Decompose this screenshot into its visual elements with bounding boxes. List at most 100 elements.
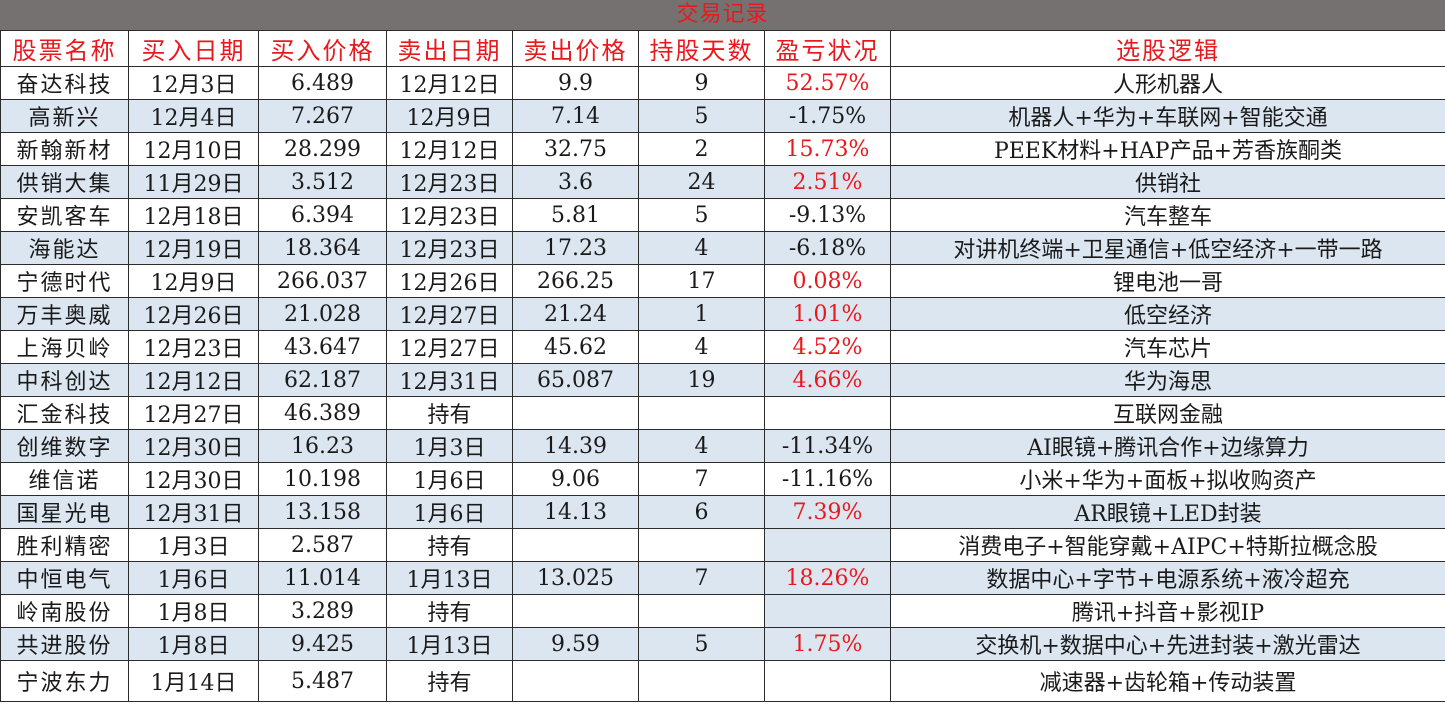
cell-pnl[interactable]: 1.01%	[764, 297, 891, 331]
cell-stock-name[interactable]: 创维数字	[0, 429, 129, 463]
cell-selection-logic[interactable]: 汽车芯片	[890, 330, 1445, 364]
cell-pnl[interactable]: 1.75%	[764, 627, 891, 661]
cell-pnl[interactable]: -11.16%	[764, 462, 891, 496]
cell-buy-price[interactable]: 2.587	[258, 528, 387, 562]
cell-buy-price[interactable]: 10.198	[258, 462, 387, 496]
cell-stock-name[interactable]: 高新兴	[0, 99, 129, 133]
cell-sell-price[interactable]: 9.9	[512, 66, 639, 100]
cell-sell-date[interactable]: 12月23日	[386, 198, 513, 232]
cell-buy-date[interactable]: 1月8日	[128, 627, 259, 661]
cell-stock-name[interactable]: 海能达	[0, 231, 129, 265]
cell-pnl[interactable]	[764, 660, 891, 702]
cell-sell-date[interactable]: 12月31日	[386, 363, 513, 397]
cell-sell-date[interactable]: 12月26日	[386, 264, 513, 298]
cell-sell-price[interactable]	[512, 594, 639, 628]
cell-sell-price[interactable]: 9.59	[512, 627, 639, 661]
cell-stock-name[interactable]: 中科创达	[0, 363, 129, 397]
cell-holding-days[interactable]: 17	[638, 264, 765, 298]
cell-buy-price[interactable]: 6.394	[258, 198, 387, 232]
cell-sell-date[interactable]: 1月3日	[386, 429, 513, 463]
cell-holding-days[interactable]: 2	[638, 132, 765, 166]
cell-pnl[interactable]: 15.73%	[764, 132, 891, 166]
cell-selection-logic[interactable]: 锂电池一哥	[890, 264, 1445, 298]
cell-buy-price[interactable]: 28.299	[258, 132, 387, 166]
cell-holding-days[interactable]: 4	[638, 330, 765, 364]
cell-sell-price[interactable]: 3.6	[512, 165, 639, 199]
cell-holding-days[interactable]	[638, 528, 765, 562]
cell-pnl[interactable]: -6.18%	[764, 231, 891, 265]
cell-stock-name[interactable]: 岭南股份	[0, 594, 129, 628]
cell-holding-days[interactable]: 4	[638, 429, 765, 463]
cell-sell-date[interactable]: 12月12日	[386, 132, 513, 166]
cell-holding-days[interactable]: 7	[638, 462, 765, 496]
cell-sell-price[interactable]: 5.81	[512, 198, 639, 232]
cell-buy-date[interactable]: 12月30日	[128, 462, 259, 496]
cell-buy-date[interactable]: 12月4日	[128, 99, 259, 133]
cell-selection-logic[interactable]: 消费电子+智能穿戴+AIPC+特斯拉概念股	[890, 528, 1445, 562]
cell-selection-logic[interactable]: PEEK材料+HAP产品+芳香族酮类	[890, 132, 1445, 166]
cell-stock-name[interactable]: 新翰新材	[0, 132, 129, 166]
cell-sell-date[interactable]: 1月6日	[386, 495, 513, 529]
cell-sell-price[interactable]: 17.23	[512, 231, 639, 265]
cell-stock-name[interactable]: 安凯客车	[0, 198, 129, 232]
cell-selection-logic[interactable]: 机器人+华为+车联网+智能交通	[890, 99, 1445, 133]
cell-stock-name[interactable]: 胜利精密	[0, 528, 129, 562]
cell-buy-date[interactable]: 1月3日	[128, 528, 259, 562]
cell-pnl[interactable]	[764, 594, 891, 628]
cell-pnl[interactable]: 18.26%	[764, 561, 891, 595]
cell-buy-price[interactable]: 62.187	[258, 363, 387, 397]
cell-sell-date[interactable]: 12月23日	[386, 165, 513, 199]
cell-buy-date[interactable]: 12月19日	[128, 231, 259, 265]
cell-holding-days[interactable]	[638, 396, 765, 430]
cell-stock-name[interactable]: 宁德时代	[0, 264, 129, 298]
cell-holding-days[interactable]: 24	[638, 165, 765, 199]
cell-buy-price[interactable]: 6.489	[258, 66, 387, 100]
cell-buy-price[interactable]: 3.512	[258, 165, 387, 199]
cell-sell-date[interactable]: 1月6日	[386, 462, 513, 496]
cell-selection-logic[interactable]: 低空经济	[890, 297, 1445, 331]
cell-holding-days[interactable]: 6	[638, 495, 765, 529]
cell-sell-price[interactable]: 266.25	[512, 264, 639, 298]
cell-buy-date[interactable]: 12月26日	[128, 297, 259, 331]
cell-buy-price[interactable]: 43.647	[258, 330, 387, 364]
cell-buy-date[interactable]: 12月23日	[128, 330, 259, 364]
header-buy-price[interactable]: 买入价格	[258, 30, 387, 67]
cell-pnl[interactable]: 0.08%	[764, 264, 891, 298]
cell-sell-date[interactable]: 12月27日	[386, 330, 513, 364]
cell-sell-price[interactable]: 21.24	[512, 297, 639, 331]
cell-sell-date[interactable]: 12月27日	[386, 297, 513, 331]
cell-stock-name[interactable]: 奋达科技	[0, 66, 129, 100]
cell-buy-date[interactable]: 12月9日	[128, 264, 259, 298]
cell-sell-price[interactable]: 32.75	[512, 132, 639, 166]
cell-stock-name[interactable]: 中恒电气	[0, 561, 129, 595]
cell-pnl[interactable]	[764, 396, 891, 430]
cell-buy-price[interactable]: 13.158	[258, 495, 387, 529]
cell-sell-price[interactable]: 65.087	[512, 363, 639, 397]
cell-holding-days[interactable]	[638, 594, 765, 628]
cell-pnl[interactable]: -9.13%	[764, 198, 891, 232]
cell-pnl[interactable]: 52.57%	[764, 66, 891, 100]
cell-selection-logic[interactable]: 数据中心+字节+电源系统+液冷超充	[890, 561, 1445, 595]
cell-buy-price[interactable]: 18.364	[258, 231, 387, 265]
cell-stock-name[interactable]: 万丰奥威	[0, 297, 129, 331]
cell-holding-days[interactable]: 5	[638, 198, 765, 232]
cell-pnl[interactable]: 4.66%	[764, 363, 891, 397]
cell-pnl[interactable]: -1.75%	[764, 99, 891, 133]
cell-sell-date[interactable]: 持有	[386, 396, 513, 430]
cell-buy-price[interactable]: 3.289	[258, 594, 387, 628]
cell-sell-date[interactable]: 12月9日	[386, 99, 513, 133]
cell-sell-price[interactable]	[512, 396, 639, 430]
cell-sell-price[interactable]: 7.14	[512, 99, 639, 133]
header-sell-price[interactable]: 卖出价格	[512, 30, 639, 67]
cell-stock-name[interactable]: 共进股份	[0, 627, 129, 661]
cell-buy-date[interactable]: 12月30日	[128, 429, 259, 463]
cell-holding-days[interactable]: 19	[638, 363, 765, 397]
cell-holding-days[interactable]: 5	[638, 99, 765, 133]
cell-stock-name[interactable]: 维信诺	[0, 462, 129, 496]
cell-holding-days[interactable]	[638, 660, 765, 702]
header-stock-name[interactable]: 股票名称	[0, 30, 129, 67]
cell-stock-name[interactable]: 宁波东力	[0, 660, 129, 702]
cell-pnl[interactable]: 2.51%	[764, 165, 891, 199]
header-holding-days[interactable]: 持股天数	[638, 30, 765, 67]
cell-buy-price[interactable]: 5.487	[258, 660, 387, 702]
